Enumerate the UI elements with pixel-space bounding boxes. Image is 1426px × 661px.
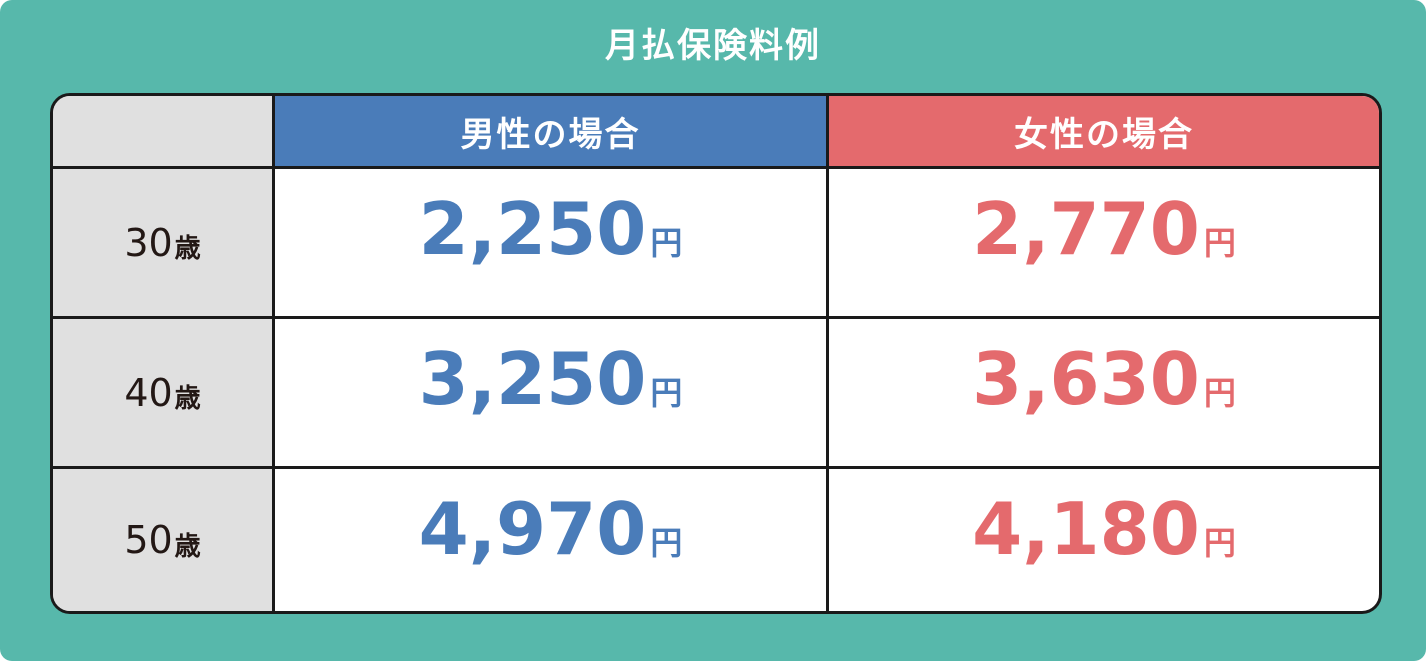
premium-table: 男性の場合 女性の場合 30 歳 2,250 円 2,770 円 40 歳 3,250 円… [50, 93, 1382, 614]
premium-value: 4,180 [972, 487, 1200, 571]
age-unit: 歳 [174, 384, 201, 414]
premium-value: 2,770 [972, 187, 1200, 271]
currency-unit: 円 [650, 374, 683, 412]
female-premium-30: 2,770 円 [829, 169, 1379, 319]
currency-unit: 円 [1203, 374, 1236, 412]
row-age-50: 50 歳 [53, 469, 275, 611]
male-premium-40: 3,250 円 [275, 319, 829, 469]
male-premium-50: 4,970 円 [275, 469, 829, 611]
premium-value: 2,250 [418, 187, 647, 271]
premium-value: 4,970 [418, 487, 647, 571]
header-female: 女性の場合 [829, 96, 1379, 169]
currency-unit: 円 [1203, 524, 1236, 562]
currency-unit: 円 [650, 224, 683, 262]
currency-unit: 円 [1203, 224, 1236, 262]
currency-unit: 円 [650, 524, 683, 562]
age-unit: 歳 [174, 531, 201, 562]
corner-cell [53, 96, 275, 169]
female-premium-40: 3,630 円 [829, 319, 1379, 469]
panel-title: 月払保険料例 [605, 26, 821, 66]
female-premium-50: 4,180 円 [829, 469, 1379, 611]
age-value: 50 [124, 518, 173, 562]
age-value: 40 [124, 370, 173, 415]
header-male: 男性の場合 [275, 96, 829, 169]
male-premium-30: 2,250 円 [275, 169, 829, 319]
row-age-40: 40 歳 [53, 319, 275, 469]
premium-value: 3,250 [418, 337, 647, 421]
age-value: 30 [124, 220, 173, 265]
row-age-30: 30 歳 [53, 169, 275, 319]
age-unit: 歳 [174, 234, 201, 264]
premium-value: 3,630 [972, 337, 1200, 421]
